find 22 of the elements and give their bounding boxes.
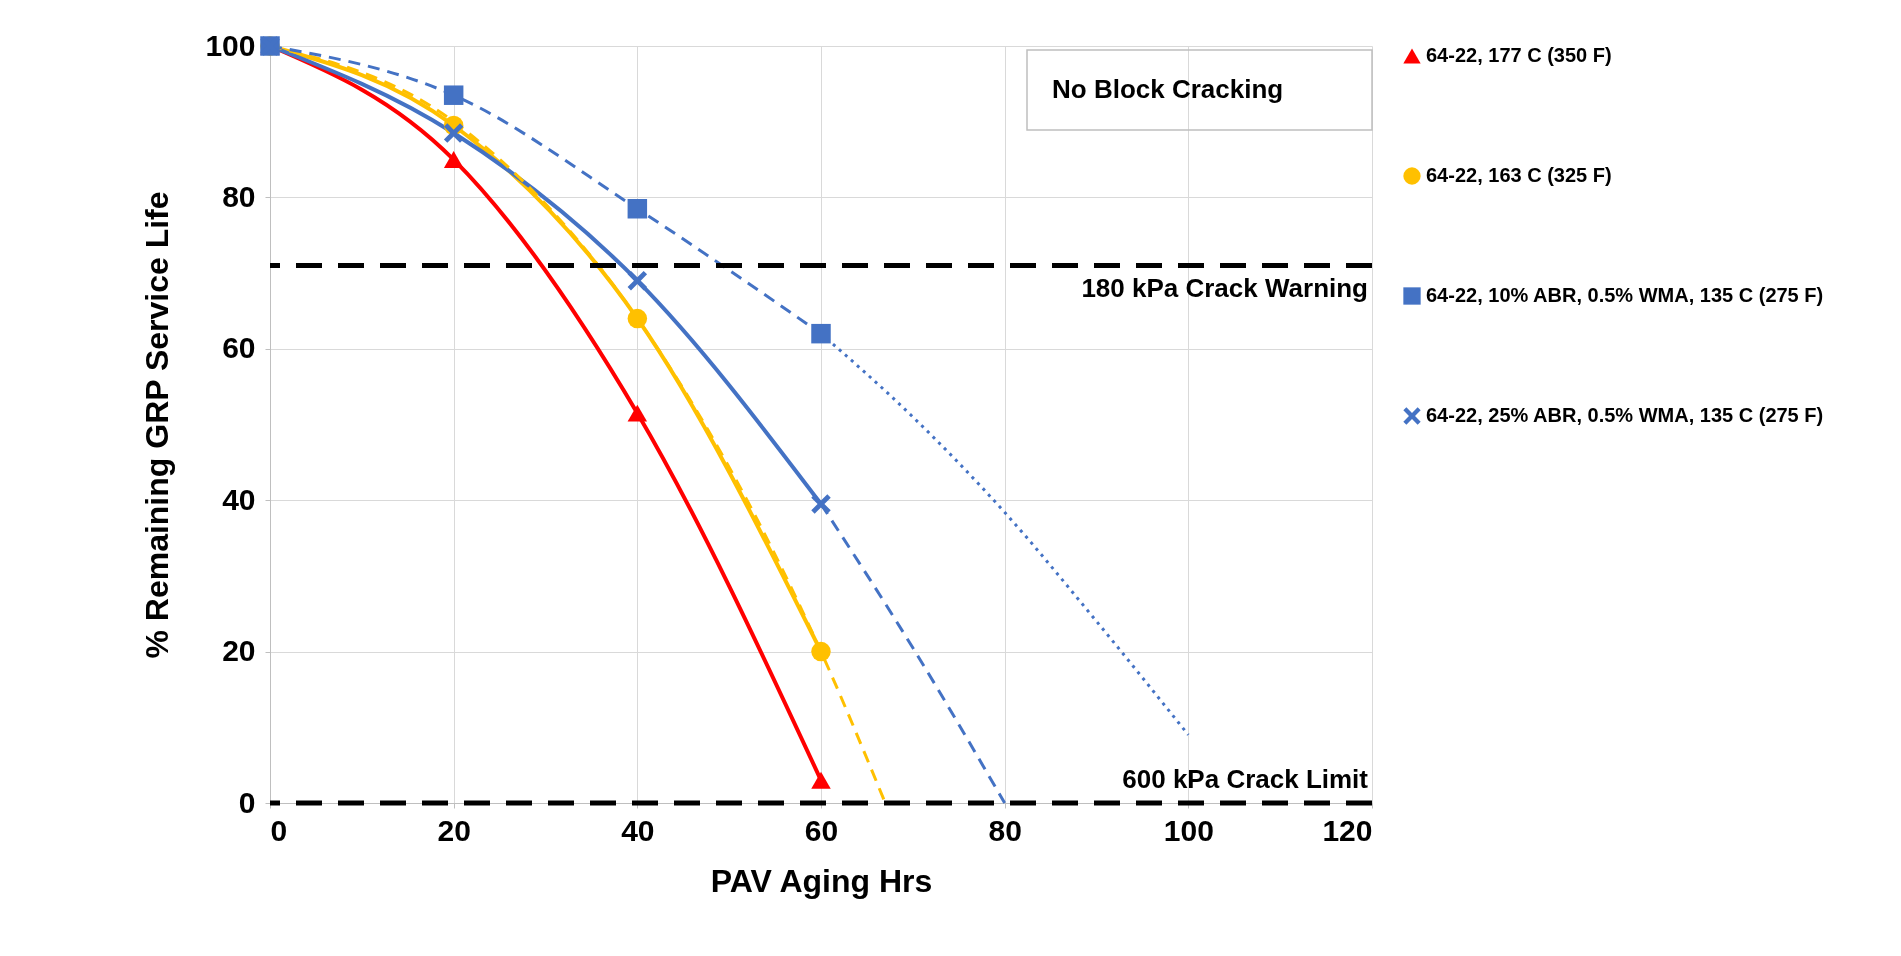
legend-label: 64-22, 25% ABR, 0.5% WMA, 135 C (275 F): [1426, 404, 1824, 426]
y-tick-label: 100: [205, 28, 256, 62]
annotation: No Block Cracking: [1052, 74, 1284, 104]
y-axis-title: % Remaining GRP Service Life: [139, 191, 176, 659]
x-tick-label: 80: [988, 813, 1022, 847]
x-tick-label: 20: [437, 813, 471, 847]
x-tick-label: 100: [1163, 813, 1214, 847]
legend-label: 64-22, 177 C (350 F): [1426, 44, 1612, 66]
legend-label: 64-22, 10% ABR, 0.5% WMA, 135 C (275 F): [1426, 284, 1824, 306]
y-tick-label: 20: [222, 634, 256, 668]
y-tick-label: 60: [222, 331, 256, 365]
y-tick-label: 0: [238, 785, 256, 819]
ref-line-label: 180 kPa Crack Warning: [1081, 272, 1368, 303]
legend-label: 64-22, 163 C (325 F): [1426, 164, 1612, 186]
x-tick-label: 40: [621, 813, 655, 847]
y-tick-label: 80: [222, 179, 256, 213]
x-tick-label: 120: [1322, 813, 1373, 847]
y-tick-label: 40: [222, 482, 256, 516]
x-axis-title: PAV Aging Hrs: [710, 862, 933, 899]
x-tick-label: 0: [270, 813, 288, 847]
x-tick-label: 60: [804, 813, 839, 847]
ref-line-label: 600 kPa Crack Limit: [1122, 764, 1369, 794]
